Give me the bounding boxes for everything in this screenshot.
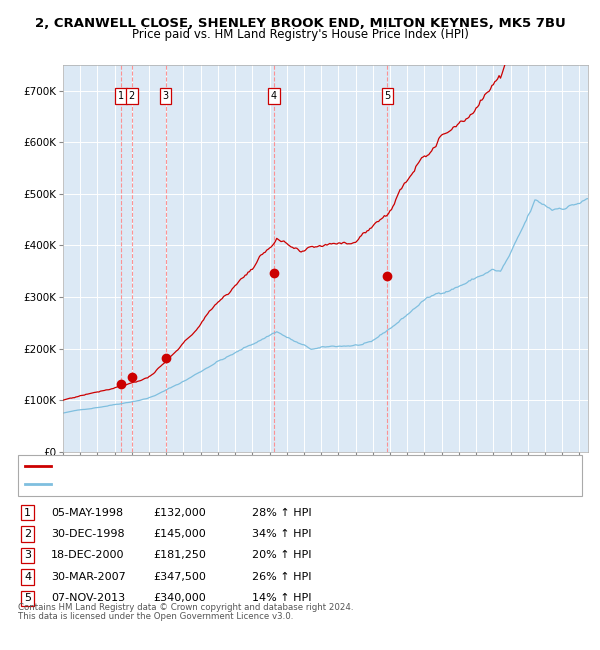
Text: 2, CRANWELL CLOSE, SHENLEY BROOK END, MILTON KEYNES, MK5 7BU (detached house: 2, CRANWELL CLOSE, SHENLEY BROOK END, MI… — [56, 462, 490, 471]
Text: 14% ↑ HPI: 14% ↑ HPI — [252, 593, 311, 603]
Text: 18-DEC-2000: 18-DEC-2000 — [51, 551, 125, 560]
Text: £347,500: £347,500 — [153, 572, 206, 582]
Text: £181,250: £181,250 — [153, 551, 206, 560]
Text: 2: 2 — [128, 91, 135, 101]
Text: 2: 2 — [24, 529, 31, 539]
Text: Price paid vs. HM Land Registry's House Price Index (HPI): Price paid vs. HM Land Registry's House … — [131, 28, 469, 41]
Text: 3: 3 — [163, 91, 169, 101]
Text: 34% ↑ HPI: 34% ↑ HPI — [252, 529, 311, 539]
Text: 26% ↑ HPI: 26% ↑ HPI — [252, 572, 311, 582]
Text: 28% ↑ HPI: 28% ↑ HPI — [252, 508, 311, 517]
Text: 07-NOV-2013: 07-NOV-2013 — [51, 593, 125, 603]
Text: Contains HM Land Registry data © Crown copyright and database right 2024.: Contains HM Land Registry data © Crown c… — [18, 603, 353, 612]
Text: 5: 5 — [385, 91, 391, 101]
Text: 1: 1 — [24, 508, 31, 517]
Text: 3: 3 — [24, 551, 31, 560]
Text: £145,000: £145,000 — [153, 529, 206, 539]
Text: This data is licensed under the Open Government Licence v3.0.: This data is licensed under the Open Gov… — [18, 612, 293, 621]
Text: 2, CRANWELL CLOSE, SHENLEY BROOK END, MILTON KEYNES, MK5 7BU: 2, CRANWELL CLOSE, SHENLEY BROOK END, MI… — [35, 17, 565, 30]
Text: 30-DEC-1998: 30-DEC-1998 — [51, 529, 125, 539]
Text: HPI: Average price, detached house, Milton Keynes: HPI: Average price, detached house, Milt… — [56, 480, 305, 489]
Text: 4: 4 — [271, 91, 277, 101]
Text: £340,000: £340,000 — [153, 593, 206, 603]
Text: 20% ↑ HPI: 20% ↑ HPI — [252, 551, 311, 560]
Text: 05-MAY-1998: 05-MAY-1998 — [51, 508, 123, 517]
Text: 5: 5 — [24, 593, 31, 603]
Text: 30-MAR-2007: 30-MAR-2007 — [51, 572, 126, 582]
Text: 4: 4 — [24, 572, 31, 582]
Text: 1: 1 — [118, 91, 124, 101]
Text: £132,000: £132,000 — [153, 508, 206, 517]
